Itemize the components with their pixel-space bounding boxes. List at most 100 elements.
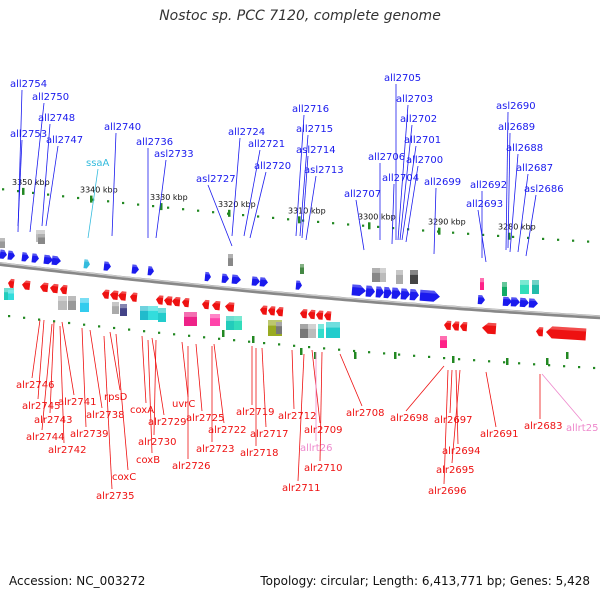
reverse-gene <box>40 282 49 293</box>
gene-arrow-shine <box>203 299 210 303</box>
bottom-label-leader <box>261 347 267 428</box>
bottom-label-leader <box>89 329 103 409</box>
reverse-gene <box>308 309 316 320</box>
gene-arrow-shine <box>174 296 181 300</box>
reverse-gene <box>546 326 587 341</box>
forward-gene-arrow <box>502 296 512 307</box>
top-label-leader <box>299 134 309 237</box>
gene-arrow-shine <box>222 273 228 277</box>
scale-dot-lower <box>458 358 461 361</box>
top-label-leader <box>517 173 529 253</box>
reverse-gene <box>50 283 59 294</box>
top-gene-label: all2736 <box>136 137 173 148</box>
gene-arrow-shine <box>44 254 52 258</box>
bottom-gene-label: alr2726 <box>172 461 210 472</box>
gene-arrow-shine <box>0 249 6 253</box>
scale-dot-lower <box>368 351 371 354</box>
forward-gene <box>21 252 29 262</box>
forward-gene <box>83 259 90 269</box>
reverse-gene-arrow <box>536 327 544 337</box>
feature-box-shine <box>68 296 76 301</box>
top-gene-label: all2704 <box>382 173 419 184</box>
forward-gene <box>204 271 211 282</box>
forward-gene-arrow <box>204 271 211 282</box>
reverse-gene <box>22 280 31 291</box>
bottom-gene-label: alr2719 <box>236 407 274 418</box>
bottom-label-leader <box>31 319 41 379</box>
forward-gene-arrow <box>419 289 440 302</box>
bottom-gene-label: alr2722 <box>208 425 246 436</box>
scale-dot-lower <box>293 344 296 347</box>
forward-gene <box>7 250 15 260</box>
feature-box <box>80 298 89 312</box>
feature-box <box>8 290 14 300</box>
bottom-gene-label: alr2746 <box>16 380 54 391</box>
scale-dot-upper <box>482 233 485 236</box>
feature-box-shine <box>140 306 148 311</box>
reverse-gene <box>130 292 138 302</box>
top-label-leader <box>45 145 59 227</box>
scale-dot-lower <box>38 318 41 321</box>
feature-box-shine <box>80 298 89 303</box>
feature-box-shine <box>326 322 340 328</box>
top-label-leader <box>295 114 305 237</box>
gene-tick <box>566 352 569 359</box>
scale-dot-upper <box>362 224 365 227</box>
bottom-label-leader <box>109 331 121 391</box>
bottom-label-leader <box>405 365 445 412</box>
forward-gene <box>419 289 440 302</box>
top-label-leader <box>397 104 409 241</box>
forward-gene <box>231 274 241 284</box>
gene-arrow-shine <box>120 291 127 295</box>
gene-tick <box>394 352 397 359</box>
feature-box-shine <box>184 312 197 317</box>
feature-box-shine <box>268 320 282 326</box>
gene-arrow-shine <box>8 250 14 254</box>
gene-tick <box>252 336 255 343</box>
top-gene-label: all2689 <box>498 122 535 133</box>
scale-dot-upper <box>212 211 215 214</box>
scale-dot-lower <box>353 349 356 353</box>
bottom-gene-label: coxA <box>130 405 154 416</box>
genome-backbone-highlight <box>0 262 600 317</box>
topology-text: Topology: circular; Length: 6,413,771 bp… <box>260 574 590 588</box>
scale-dot-lower <box>413 354 416 357</box>
gene-arrow-shine <box>166 296 173 299</box>
reverse-gene <box>260 305 268 315</box>
gene-arrow-shine <box>42 282 49 286</box>
top-label-leader <box>29 102 45 233</box>
bottom-label-leader <box>153 339 157 436</box>
scale-dot-upper <box>107 200 110 203</box>
top-label-leader <box>355 199 365 251</box>
bottom-gene-label: alr2710 <box>304 463 342 474</box>
reverse-gene-arrow <box>118 291 127 301</box>
scale-dot-lower <box>53 320 56 323</box>
scale-dot-upper <box>47 193 50 196</box>
feature-box <box>300 324 308 338</box>
feature-box-shine <box>532 280 539 285</box>
scale-dot-upper <box>422 229 425 232</box>
reverse-gene-arrow <box>172 296 181 307</box>
feature-box-shine <box>410 270 418 275</box>
scale-dot-upper <box>392 227 395 230</box>
scale-dot-upper <box>347 223 350 226</box>
feature-box <box>502 282 507 296</box>
forward-gene-arrow <box>83 259 90 269</box>
feature-box <box>520 280 529 294</box>
scale-dot-lower <box>188 334 191 337</box>
gene-tick <box>354 352 357 359</box>
top-gene-label: asl2713 <box>304 165 344 176</box>
scale-dot-upper <box>497 234 500 237</box>
feature-box <box>58 296 67 310</box>
bottom-label-leader <box>147 339 153 454</box>
feature-box <box>308 324 316 338</box>
scale-dot-lower <box>278 343 281 346</box>
feature-box <box>318 324 324 338</box>
top-label-leader <box>243 149 261 237</box>
bottom-gene-label: alr2730 <box>138 437 176 448</box>
reverse-gene-arrow <box>60 284 68 295</box>
scale-dot-lower <box>563 365 566 368</box>
scale-dot-lower <box>338 348 341 351</box>
forward-gene <box>383 286 392 299</box>
gene-tick <box>222 330 225 337</box>
